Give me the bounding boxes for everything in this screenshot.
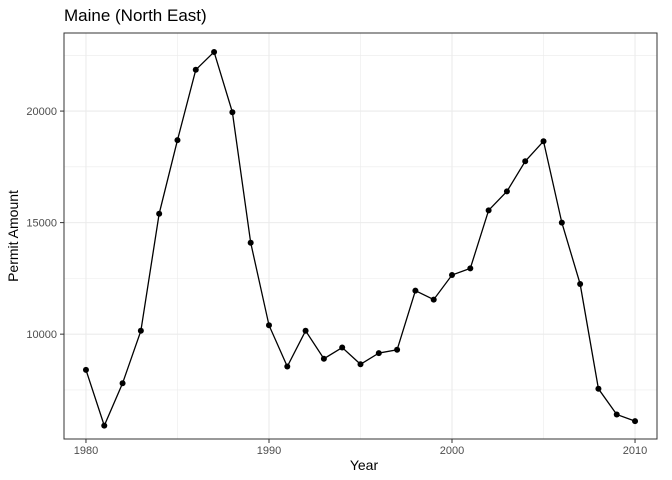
data-point	[412, 287, 419, 294]
x-axis: 1980 1990 2000 2010	[74, 439, 647, 457]
y-tick-label: 10000	[26, 329, 57, 341]
data-points	[82, 48, 639, 429]
data-point	[320, 355, 327, 362]
data-point	[430, 296, 437, 303]
data-point	[156, 210, 163, 217]
x-tick-label: 2010	[623, 445, 647, 457]
data-point	[632, 418, 639, 425]
data-point	[229, 109, 236, 116]
data-point	[595, 385, 602, 392]
data-point	[613, 411, 620, 418]
plot-panel	[63, 32, 658, 440]
data-point	[247, 239, 254, 246]
x-axis-title: Year	[350, 457, 379, 473]
data-point	[82, 366, 89, 373]
x-tick-label: 2000	[440, 445, 464, 457]
data-point	[522, 158, 529, 165]
y-tick-label: 20000	[26, 106, 57, 118]
data-point	[503, 188, 510, 195]
data-point	[467, 265, 474, 272]
data-point	[577, 280, 584, 287]
data-point	[449, 272, 456, 279]
data-point	[375, 350, 382, 357]
data-point	[284, 363, 291, 370]
y-tick-label: 15000	[26, 218, 57, 230]
data-point	[211, 48, 218, 55]
data-point	[357, 361, 364, 368]
data-point	[302, 327, 309, 334]
y-axis-title: Permit Amount	[5, 190, 21, 282]
major-gridlines	[64, 33, 657, 439]
minor-gridlines	[64, 33, 657, 439]
chart-title: Maine (North East)	[64, 6, 207, 25]
data-point	[558, 219, 565, 226]
plot-border	[63, 32, 658, 440]
x-tick-label: 1990	[257, 445, 281, 457]
y-axis: 10000 15000 20000	[26, 106, 64, 341]
data-point	[339, 344, 346, 351]
data-point	[137, 327, 144, 334]
data-point	[192, 66, 199, 73]
data-point	[394, 346, 401, 353]
data-point	[265, 322, 272, 329]
data-point	[101, 422, 108, 429]
data-point	[540, 138, 547, 145]
data-point	[485, 207, 492, 214]
x-tick-label: 1980	[74, 445, 98, 457]
data-point	[119, 380, 126, 387]
data-point	[174, 137, 181, 144]
